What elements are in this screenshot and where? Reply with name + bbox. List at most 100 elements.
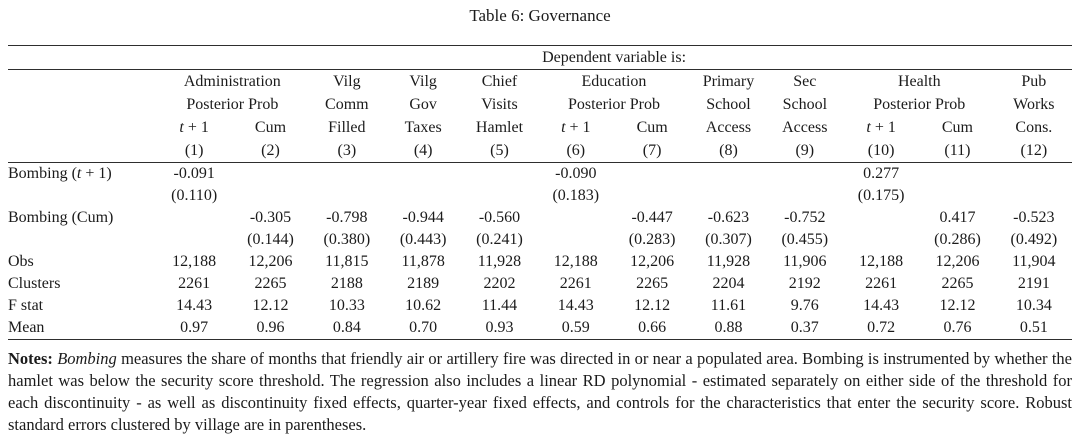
data-cell: 14.43 [557,297,594,314]
data-cell: 12.12 [939,297,976,314]
data-cell: -0.944 [402,209,444,226]
column-number-header: (12) [995,139,1073,163]
column-subgroup-header: Posterior Prob [186,96,279,113]
data-cell: 14.43 [863,297,900,314]
data-cell: 2265 [941,275,974,292]
data-cell: 0.66 [613,317,691,340]
table-body: Bombing (t + 1) -0.091 -0.090 0.277 (0.110)(… [8,163,1073,340]
dependent-variable-header: Dependent variable is: [156,45,1073,70]
data-cell [156,207,232,229]
data-cell: 0.70 [384,317,462,340]
table-row: Bombing (t + 1) -0.091 -0.090 0.277 [8,163,1072,186]
data-cell [996,185,1072,207]
table-row: Clusters 2261 2265 2188 2189 2202 2261 2265 2204… [8,273,1072,295]
column-number-header: (5) [461,139,538,163]
data-cell: 0.37 [766,317,843,340]
data-cell: 10.33 [328,297,365,314]
data-cell: 0.72 [842,317,920,340]
column-subgroup-header: Posterior Prob [567,96,660,113]
column-measure-header: Hamlet [475,119,524,136]
data-cell [385,185,461,207]
notes-italic-term: Bombing [52,349,117,368]
table-header: Dependent variable is: Administration Vilg… [8,45,1073,163]
column-group-header: Vilg [333,73,361,90]
data-cell: 10.34 [1015,297,1052,314]
data-cell: -0.305 [249,209,292,226]
data-cell [690,163,766,186]
notes-text: Bombing measures the share of months tha… [8,349,1072,434]
data-cell: 0.96 [232,317,309,340]
data-cell: (0.144) [247,231,294,248]
data-cell: 12.12 [634,297,671,314]
column-number-row: (1) (2) (3) (4) (5) (6) (7) (8) (9) (10) (11) (12) [8,139,1073,163]
data-cell: 10.62 [405,297,442,314]
column-group-header: Sec [793,73,817,90]
column-group-header: Education [581,73,647,90]
header-spacer-cell [8,93,156,116]
data-cell: 0.417 [939,209,976,226]
table-row: (0.144) (0.380) (0.443) (0.241) (0.283) (0.30… [8,229,1072,251]
data-cell: 2189 [407,275,440,292]
data-cell: 12,206 [630,253,675,270]
column-measure-row: t + 1 Cum Filled Taxes Hamlet t + 1 Cum Access A… [8,116,1072,139]
data-cell: 11.61 [710,297,747,314]
data-cell [919,185,995,207]
data-cell: 2204 [712,275,745,292]
column-group-row: Administration Vilg Vilg Chief Education Prim… [8,70,1072,94]
column-group-header: Primary [702,73,755,90]
data-cell: 12,188 [859,253,904,270]
data-cell: 11,815 [325,253,369,270]
data-cell: (0.380) [323,231,371,248]
dependent-variable-row: Dependent variable is: [8,45,1073,70]
data-cell: 2261 [559,275,592,292]
data-cell: 11,904 [1012,253,1056,270]
column-subgroup-row: Posterior Prob Comm Gov Visits Posterior Pro… [8,93,1072,116]
data-cell: 12,206 [935,253,980,270]
column-subgroup-header: School [706,96,751,113]
data-cell [232,185,308,207]
governance-regression-table: Dependent variable is: Administration Vilg… [8,45,1073,340]
data-cell: (0.307) [705,231,752,248]
data-cell: 0.51 [995,317,1073,340]
data-cell [919,163,995,186]
table-row: Bombing (Cum) -0.305 -0.798 -0.944 -0.560 -0.… [8,207,1072,229]
data-cell: 11,906 [783,253,827,270]
data-cell: -0.090 [555,165,597,182]
row-label: Bombing (t + 1) [8,165,112,182]
table-row: Mean 0.97 0.96 0.84 0.70 0.93 0.59 0.66 0.88 0.37… [8,317,1073,340]
column-group-header: Administration [183,73,281,90]
column-measure-header: Cons. [1015,119,1053,136]
data-cell: 12.12 [252,297,289,314]
data-cell [538,229,614,251]
table-row: (0.110) (0.183) (0.175) [8,185,1072,207]
column-number-header: (1) [156,139,233,163]
data-cell: (0.443) [399,231,447,248]
data-cell [538,207,614,229]
data-cell: 0.88 [690,317,767,340]
data-cell: -0.447 [631,209,673,226]
column-number-header: (6) [537,139,614,163]
data-cell: 2265 [254,275,287,292]
data-cell: 0.59 [537,317,614,340]
header-spacer-cell [8,70,156,94]
data-cell: -0.091 [173,165,215,182]
column-number-header: (11) [919,139,996,163]
data-cell [767,185,843,207]
column-measure-header: Cum [636,119,668,136]
column-group-header: Pub [1021,73,1047,90]
data-cell: 11.44 [481,297,518,314]
data-cell: 2188 [330,275,363,292]
column-number-header: (7) [613,139,691,163]
data-cell [309,185,385,207]
column-subgroup-header: Works [1013,96,1055,113]
column-measure-header: Cum [941,119,973,136]
row-label: Obs [8,253,34,270]
row-label [8,185,156,207]
data-cell: 12,206 [248,253,293,270]
column-subgroup-header: Visits [481,96,518,113]
data-cell [232,163,308,186]
data-cell [690,185,766,207]
data-cell: (0.241) [476,231,523,248]
data-cell [843,207,919,229]
data-cell: 0.76 [919,317,996,340]
